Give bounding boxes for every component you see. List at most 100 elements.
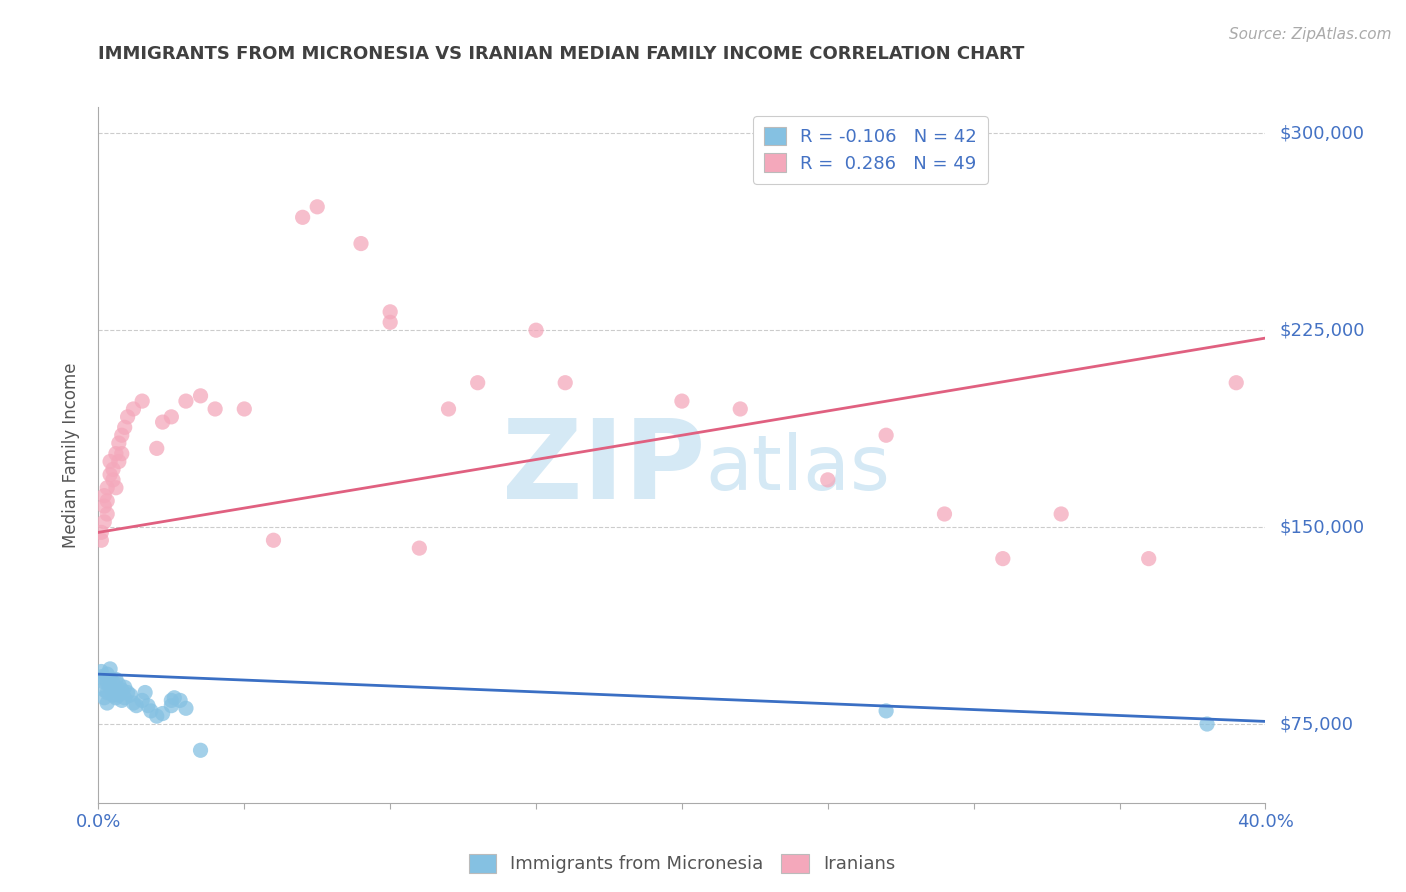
Point [98, 467, 121, 482]
Point [101, 688, 124, 702]
Point [104, 447, 127, 461]
Point [163, 690, 186, 705]
Point [408, 541, 430, 555]
Point [104, 682, 127, 697]
Point [728, 401, 751, 416]
Point [96, 494, 118, 508]
Legend: Immigrants from Micronesia, Iranians: Immigrants from Micronesia, Iranians [458, 843, 905, 884]
Point [437, 401, 460, 416]
Point [111, 693, 134, 707]
Point [139, 704, 162, 718]
Point [875, 428, 897, 442]
Point [378, 305, 402, 319]
Text: IMMIGRANTS FROM MICRONESIA VS IRANIAN MEDIAN FAMILY INCOME CORRELATION CHART: IMMIGRANTS FROM MICRONESIA VS IRANIAN ME… [98, 45, 1025, 62]
Point [108, 678, 131, 692]
Text: $75,000: $75,000 [1279, 715, 1354, 733]
Point [111, 682, 134, 697]
Y-axis label: Median Family Income: Median Family Income [62, 362, 80, 548]
Point [90, 525, 112, 540]
Point [190, 389, 212, 403]
Point [114, 690, 136, 705]
Point [524, 323, 547, 337]
Point [111, 428, 134, 442]
Point [93, 682, 115, 697]
Point [131, 394, 153, 409]
Point [350, 236, 373, 251]
Point [169, 693, 191, 707]
Point [114, 680, 136, 694]
Point [174, 394, 197, 409]
Point [101, 473, 124, 487]
Point [96, 685, 118, 699]
Point [93, 489, 115, 503]
Point [93, 515, 115, 529]
Point [98, 680, 121, 694]
Point [875, 704, 897, 718]
Point [160, 698, 183, 713]
Text: Source: ZipAtlas.com: Source: ZipAtlas.com [1229, 27, 1392, 42]
Point [152, 415, 174, 429]
Point [554, 376, 576, 390]
Point [96, 696, 118, 710]
Text: $150,000: $150,000 [1279, 518, 1364, 536]
Point [1195, 717, 1218, 731]
Point [101, 682, 124, 697]
Point [122, 401, 145, 416]
Point [96, 507, 118, 521]
Point [307, 200, 329, 214]
Point [101, 675, 124, 690]
Point [117, 685, 139, 699]
Point [146, 442, 169, 456]
Text: $225,000: $225,000 [1279, 321, 1365, 339]
Point [817, 473, 839, 487]
Point [108, 454, 131, 468]
Point [93, 499, 115, 513]
Point [991, 551, 1014, 566]
Point [96, 667, 118, 681]
Point [104, 673, 127, 687]
Point [467, 376, 489, 390]
Point [122, 696, 145, 710]
Point [291, 211, 314, 225]
Point [1225, 376, 1247, 390]
Point [160, 693, 183, 707]
Text: atlas: atlas [706, 432, 890, 506]
Point [120, 688, 142, 702]
Point [190, 743, 212, 757]
Point [1050, 507, 1073, 521]
Point [160, 409, 183, 424]
Point [98, 454, 121, 468]
Text: ZIP: ZIP [502, 416, 706, 523]
Point [98, 662, 121, 676]
Point [146, 709, 169, 723]
Point [101, 462, 124, 476]
Point [98, 673, 121, 687]
Point [233, 401, 256, 416]
Point [108, 688, 131, 702]
Point [96, 675, 118, 690]
Point [204, 401, 226, 416]
Point [111, 447, 134, 461]
Point [108, 436, 131, 450]
Point [96, 481, 118, 495]
Point [125, 698, 148, 713]
Point [671, 394, 693, 409]
Point [134, 685, 156, 699]
Point [104, 481, 127, 495]
Point [934, 507, 956, 521]
Point [117, 409, 139, 424]
Point [131, 693, 153, 707]
Point [152, 706, 174, 721]
Point [93, 675, 115, 690]
Point [262, 533, 284, 548]
Point [90, 670, 112, 684]
Text: $300,000: $300,000 [1279, 124, 1364, 143]
Point [90, 665, 112, 679]
Point [114, 420, 136, 434]
Point [1137, 551, 1160, 566]
Point [104, 690, 127, 705]
Point [90, 533, 112, 548]
Point [174, 701, 197, 715]
Point [93, 690, 115, 705]
Point [378, 315, 402, 329]
